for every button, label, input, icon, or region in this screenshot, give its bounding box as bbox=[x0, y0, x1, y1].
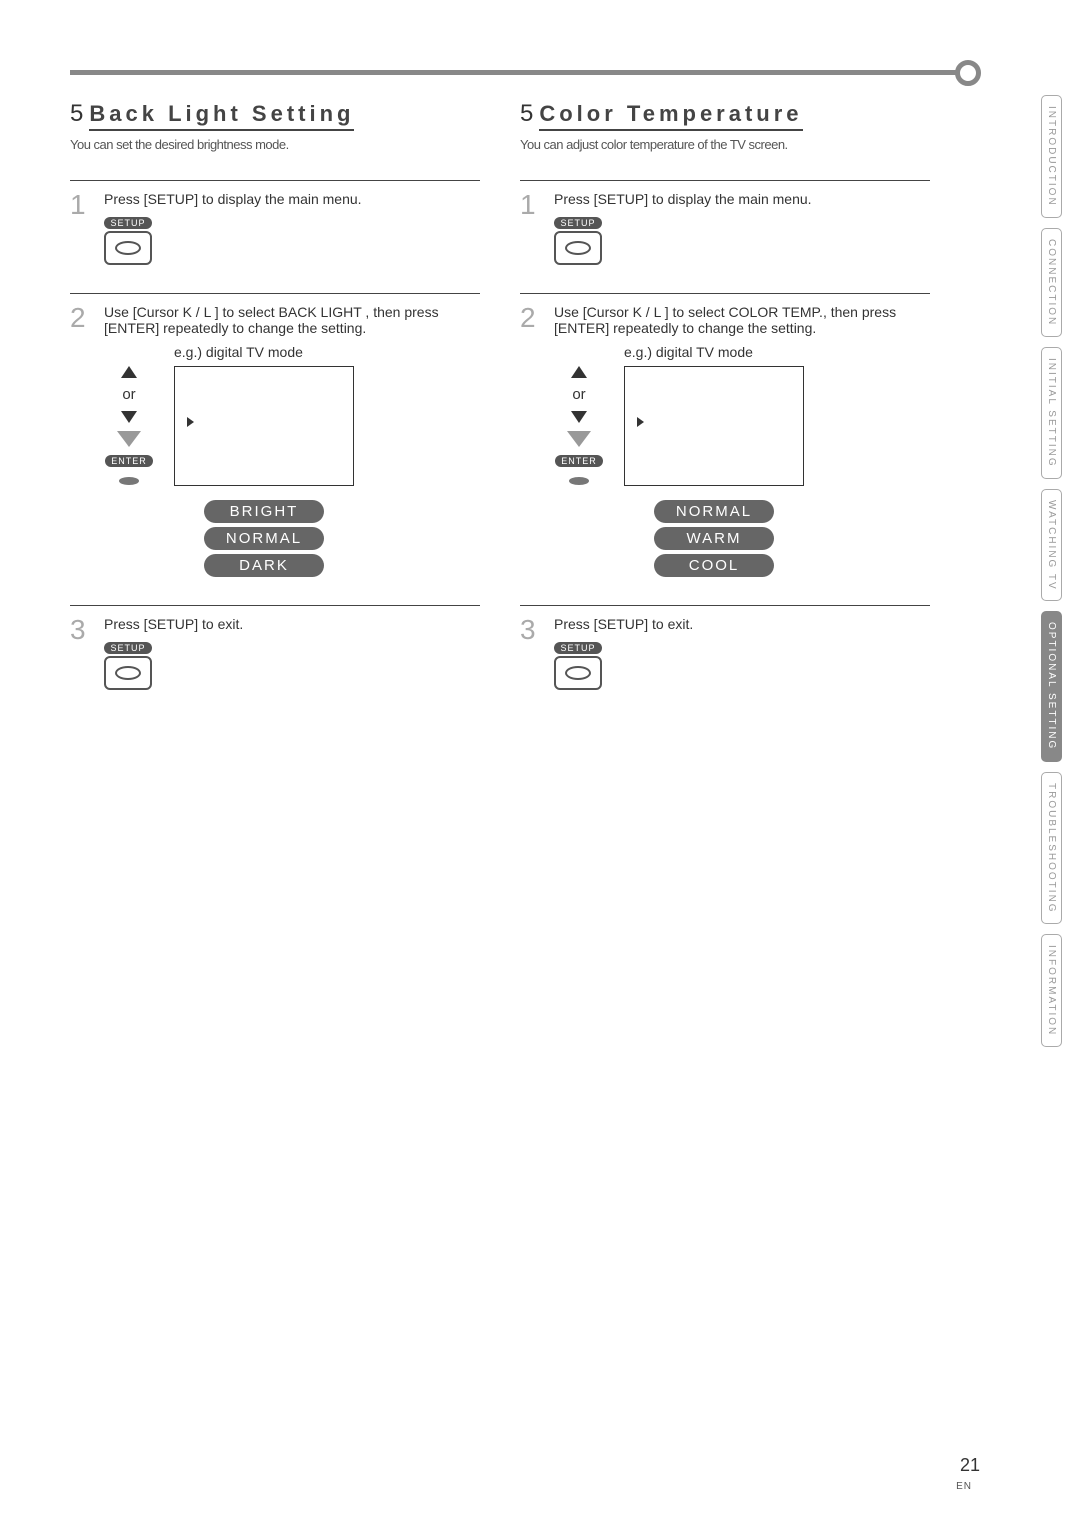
options-list: BRIGHT NORMAL DARK bbox=[174, 500, 354, 577]
triangle-down-icon bbox=[121, 411, 137, 423]
oval-icon bbox=[115, 666, 141, 680]
setup-button-label: SETUP bbox=[554, 642, 602, 654]
section-desc: You can set the desired brightness mode. bbox=[70, 137, 480, 152]
tab-connection[interactable]: CONNECTION bbox=[1041, 228, 1062, 337]
triangle-down-gray-icon bbox=[567, 431, 591, 447]
option-item: BRIGHT bbox=[204, 500, 324, 523]
option-item: DARK bbox=[204, 554, 324, 577]
setup-button-icon: SETUP bbox=[104, 642, 152, 690]
step-1: 1 Press [SETUP] to display the main menu… bbox=[70, 180, 480, 265]
oval-icon bbox=[565, 241, 591, 255]
step-3: 3 Press [SETUP] to exit. SETUP bbox=[520, 605, 930, 690]
step-1: 1 Press [SETUP] to display the main menu… bbox=[520, 180, 930, 265]
cursor-controls: or ENTER bbox=[554, 366, 604, 485]
step-text: Press [SETUP] to display the main menu. bbox=[554, 191, 930, 207]
triangle-right-icon bbox=[187, 417, 194, 427]
step-text: Press [SETUP] to exit. bbox=[554, 616, 930, 632]
section-number: 5 bbox=[520, 100, 533, 127]
tab-optional-setting[interactable]: OPTIONAL SETTING bbox=[1041, 611, 1062, 761]
triangle-down-gray-icon bbox=[117, 431, 141, 447]
option-item: WARM bbox=[654, 527, 774, 550]
tab-initial-setting[interactable]: INITIAL SETTING bbox=[1041, 347, 1062, 479]
setup-button-label: SETUP bbox=[104, 642, 152, 654]
step-number: 2 bbox=[70, 304, 94, 577]
step-number: 1 bbox=[520, 191, 544, 265]
option-item: NORMAL bbox=[654, 500, 774, 523]
top-rule-circle bbox=[955, 60, 981, 86]
enter-oval-icon bbox=[569, 477, 589, 485]
enter-button-label: ENTER bbox=[555, 455, 603, 467]
options-list: NORMAL WARM COOL bbox=[624, 500, 804, 577]
menu-screen-box bbox=[174, 366, 354, 486]
setup-button-icon: SETUP bbox=[104, 217, 152, 265]
section-title: Back Light Setting bbox=[89, 101, 354, 131]
section-desc: You can adjust color temperature of the … bbox=[520, 137, 930, 152]
setup-button-icon: SETUP bbox=[554, 217, 602, 265]
step-text: Press [SETUP] to display the main menu. bbox=[104, 191, 480, 207]
step-3: 3 Press [SETUP] to exit. SETUP bbox=[70, 605, 480, 690]
section-title: Color Temperature bbox=[539, 101, 802, 131]
step-text: Use [Cursor K / L ] to select COLOR TEMP… bbox=[554, 304, 930, 336]
section-heading: 5Color Temperature bbox=[520, 100, 930, 131]
triangle-down-icon bbox=[571, 411, 587, 423]
step-text: Press [SETUP] to exit. bbox=[104, 616, 480, 632]
oval-icon bbox=[565, 666, 591, 680]
page-number: 21 bbox=[960, 1455, 980, 1476]
triangle-up-icon bbox=[571, 366, 587, 378]
triangle-up-icon bbox=[121, 366, 137, 378]
section-heading: 5Back Light Setting bbox=[70, 100, 480, 131]
setup-button-icon: SETUP bbox=[554, 642, 602, 690]
step-number: 2 bbox=[520, 304, 544, 577]
step-text: Use [Cursor K / L ] to select BACK LIGHT… bbox=[104, 304, 480, 336]
example-label: e.g.) digital TV mode bbox=[624, 344, 930, 360]
enter-oval-icon bbox=[119, 477, 139, 485]
option-item: NORMAL bbox=[204, 527, 324, 550]
right-column: 5Color Temperature You can adjust color … bbox=[520, 100, 930, 690]
step-number: 3 bbox=[520, 616, 544, 690]
setup-button-label: SETUP bbox=[104, 217, 152, 229]
step-2: 2 Use [Cursor K / L ] to select COLOR TE… bbox=[520, 293, 930, 577]
or-label: or bbox=[572, 386, 585, 403]
example-label: e.g.) digital TV mode bbox=[174, 344, 480, 360]
side-tabs: INTRODUCTION CONNECTION INITIAL SETTING … bbox=[1041, 95, 1062, 1047]
enter-button-label: ENTER bbox=[105, 455, 153, 467]
setup-button-label: SETUP bbox=[554, 217, 602, 229]
step-number: 3 bbox=[70, 616, 94, 690]
tab-watching-tv[interactable]: WATCHING TV bbox=[1041, 489, 1062, 602]
triangle-right-icon bbox=[637, 417, 644, 427]
page-language: EN bbox=[956, 1481, 972, 1492]
tab-information[interactable]: INFORMATION bbox=[1041, 934, 1062, 1047]
oval-icon bbox=[115, 241, 141, 255]
tab-introduction[interactable]: INTRODUCTION bbox=[1041, 95, 1062, 218]
menu-screen-box bbox=[624, 366, 804, 486]
cursor-controls: or ENTER bbox=[104, 366, 154, 485]
section-number: 5 bbox=[70, 100, 83, 127]
tab-troubleshooting[interactable]: TROUBLESHOOTING bbox=[1041, 772, 1062, 925]
step-2: 2 Use [Cursor K / L ] to select BACK LIG… bbox=[70, 293, 480, 577]
option-item: COOL bbox=[654, 554, 774, 577]
page-content: 5Back Light Setting You can set the desi… bbox=[70, 60, 930, 690]
step-number: 1 bbox=[70, 191, 94, 265]
or-label: or bbox=[122, 386, 135, 403]
left-column: 5Back Light Setting You can set the desi… bbox=[70, 100, 480, 690]
